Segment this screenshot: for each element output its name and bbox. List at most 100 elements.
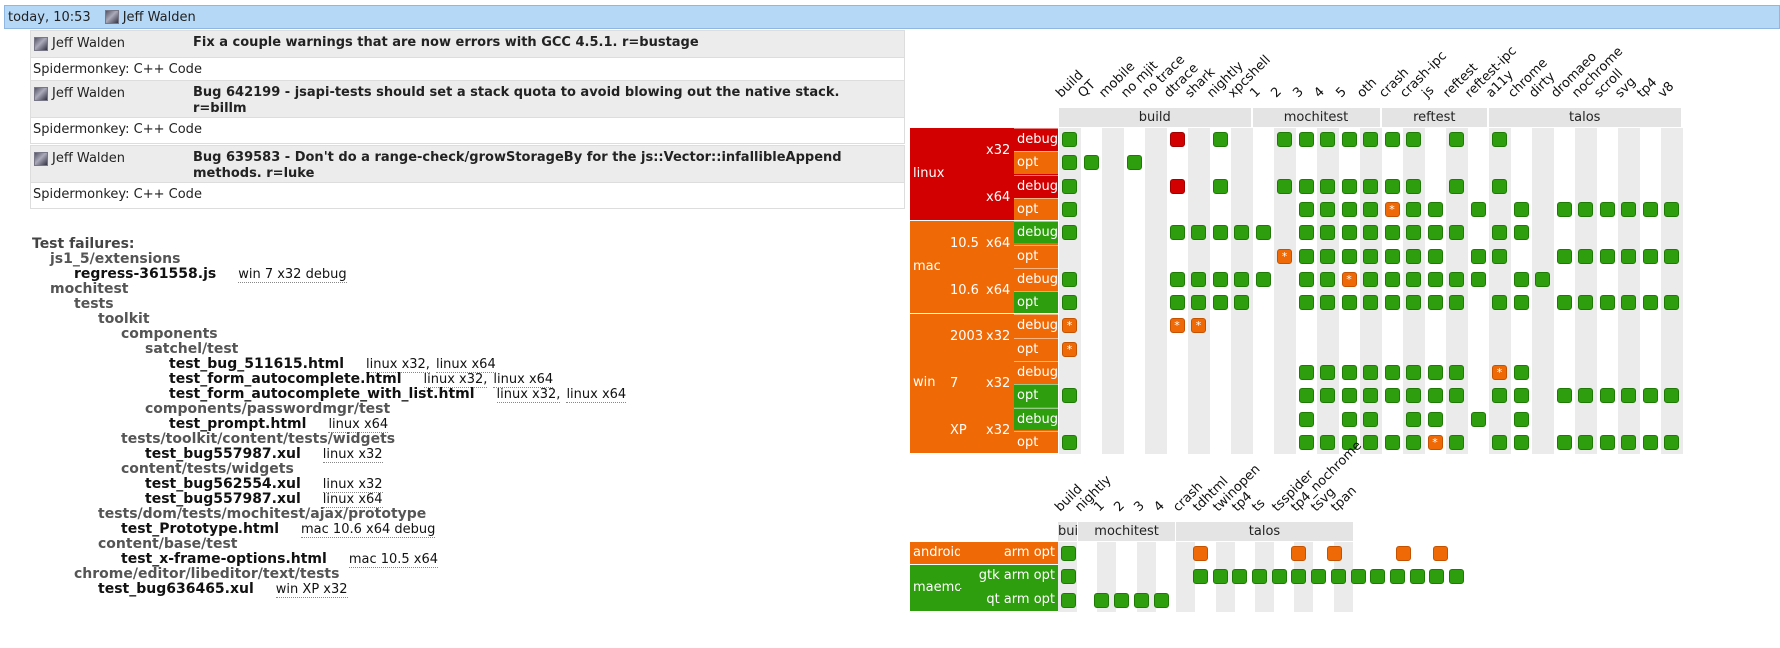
build-result[interactable] <box>1384 248 1400 264</box>
build-result[interactable] <box>1370 569 1386 585</box>
build-result[interactable] <box>1212 271 1228 287</box>
build-result[interactable] <box>1320 248 1335 264</box>
build-result[interactable] <box>1341 388 1357 404</box>
build-result[interactable] <box>1513 411 1529 427</box>
build-result[interactable] <box>1169 225 1185 241</box>
build-result[interactable] <box>1535 271 1550 287</box>
author-name[interactable]: Jeff Walden <box>52 36 126 51</box>
failure-platform[interactable]: linux x32, <box>366 357 430 373</box>
build-result[interactable] <box>1578 434 1593 450</box>
build-result[interactable] <box>1062 201 1077 217</box>
build-result[interactable] <box>1330 569 1346 585</box>
build-type[interactable]: opt <box>1014 197 1058 221</box>
build-result[interactable]: * <box>1062 341 1077 357</box>
build-result[interactable] <box>1320 388 1335 404</box>
build-result[interactable] <box>1169 295 1185 311</box>
commit-message[interactable]: Fix a couple warnings that are now error… <box>193 35 699 50</box>
build-result[interactable] <box>1298 248 1314 264</box>
build-result[interactable] <box>1192 569 1208 585</box>
build-result[interactable] <box>1298 434 1314 450</box>
build-result[interactable] <box>1363 201 1378 217</box>
build-result[interactable] <box>1599 388 1615 404</box>
build-result[interactable] <box>1363 225 1378 241</box>
build-result[interactable]: * <box>1277 248 1292 264</box>
build-result[interactable] <box>1232 569 1248 585</box>
build-result[interactable] <box>1114 592 1130 608</box>
build-result[interactable] <box>1406 365 1421 380</box>
build-result[interactable] <box>1513 271 1529 287</box>
build-result[interactable] <box>1449 434 1464 450</box>
build-result[interactable] <box>1384 225 1400 241</box>
build-result[interactable]: * <box>1169 318 1185 334</box>
build-result[interactable] <box>1433 546 1449 561</box>
build-result[interactable] <box>1621 434 1636 450</box>
build-result[interactable] <box>1169 178 1185 194</box>
build-result[interactable] <box>1449 569 1465 585</box>
build-result[interactable] <box>1341 225 1357 241</box>
build-result[interactable] <box>1298 201 1314 217</box>
build-result[interactable] <box>1061 546 1076 561</box>
failure-platform[interactable]: linux x64 <box>566 387 627 403</box>
build-result[interactable] <box>1492 295 1507 311</box>
build-result[interactable] <box>1492 248 1507 264</box>
build-result[interactable] <box>1326 546 1342 561</box>
build-result[interactable] <box>1599 248 1615 264</box>
build-result[interactable] <box>1556 388 1572 404</box>
build-result[interactable] <box>1192 546 1208 561</box>
build-type[interactable]: gtk arm opt <box>960 565 1058 588</box>
build-result[interactable]: * <box>1384 201 1400 217</box>
build-result[interactable] <box>1384 434 1400 450</box>
build-result[interactable] <box>1083 155 1099 171</box>
build-result[interactable] <box>1427 295 1443 311</box>
build-result[interactable] <box>1470 201 1486 217</box>
build-type[interactable]: opt <box>1014 337 1058 360</box>
build-result[interactable] <box>1291 569 1307 585</box>
build-type[interactable]: opt <box>1014 291 1058 314</box>
build-result[interactable] <box>1191 295 1206 311</box>
build-result[interactable] <box>1406 434 1421 450</box>
failure-platform[interactable]: linux x32, <box>423 372 488 388</box>
build-result[interactable] <box>1449 225 1464 241</box>
build-result[interactable] <box>1427 225 1443 241</box>
build-result[interactable] <box>1169 271 1185 287</box>
build-result[interactable] <box>1578 388 1593 404</box>
failure-platform[interactable]: linux x32 <box>322 477 383 493</box>
build-result[interactable] <box>1363 295 1378 311</box>
build-result[interactable] <box>1427 365 1443 380</box>
build-result[interactable] <box>1664 201 1679 217</box>
build-result[interactable] <box>1234 271 1249 287</box>
build-result[interactable] <box>1513 434 1529 450</box>
build-result[interactable] <box>1341 365 1357 380</box>
build-type[interactable]: opt <box>1014 384 1058 407</box>
build-result[interactable] <box>1341 434 1357 450</box>
build-type[interactable]: qt arm opt <box>960 588 1058 611</box>
build-result[interactable]: * <box>1427 434 1443 450</box>
failure-platform[interactable]: linux x32 <box>322 447 383 463</box>
build-result[interactable] <box>1212 295 1228 311</box>
build-result[interactable] <box>1406 225 1421 241</box>
build-result[interactable] <box>1492 178 1507 194</box>
build-result[interactable] <box>1406 295 1421 311</box>
build-result[interactable] <box>1621 201 1636 217</box>
build-result[interactable] <box>1642 434 1658 450</box>
build-result[interactable] <box>1320 434 1335 450</box>
build-result[interactable] <box>1191 271 1206 287</box>
build-result[interactable] <box>1311 569 1327 585</box>
build-result[interactable] <box>1094 592 1110 608</box>
build-type[interactable]: opt <box>1014 430 1058 454</box>
build-result[interactable] <box>1126 155 1142 171</box>
build-result[interactable] <box>1320 295 1335 311</box>
build-result[interactable] <box>1470 248 1486 264</box>
build-result[interactable] <box>1320 225 1335 241</box>
build-result[interactable] <box>1298 132 1314 147</box>
build-result[interactable] <box>1664 248 1679 264</box>
build-result[interactable] <box>1363 434 1378 450</box>
build-result[interactable] <box>1341 295 1357 311</box>
build-result[interactable] <box>1255 271 1271 287</box>
build-result[interactable] <box>1234 225 1249 241</box>
build-result[interactable] <box>1449 365 1464 380</box>
build-result[interactable] <box>1664 388 1679 404</box>
build-result[interactable] <box>1298 295 1314 311</box>
build-type[interactable]: debug <box>1014 128 1058 151</box>
failure-platform[interactable]: win XP x32 <box>275 582 348 598</box>
